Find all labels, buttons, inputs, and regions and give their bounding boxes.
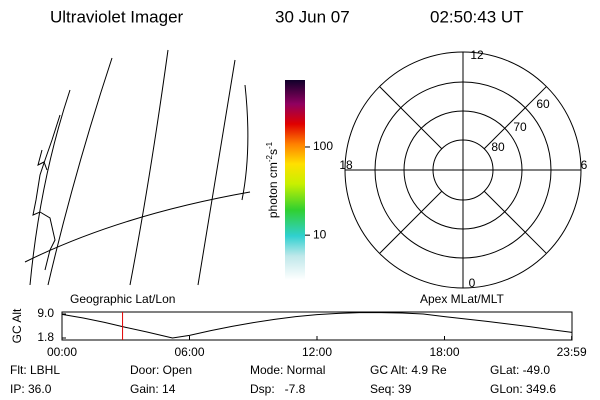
y-tick-label: 9.0 <box>37 306 54 320</box>
status-field: Mode: Normal <box>250 363 325 377</box>
map-line <box>47 57 113 286</box>
colorbar-tick-label: 100 <box>313 139 333 153</box>
map-line <box>24 191 251 263</box>
date: 30 Jun 07 <box>275 7 350 26</box>
status-field: Gain: 14 <box>130 382 176 396</box>
map-line <box>37 149 48 171</box>
lat-label: 60 <box>536 97 550 111</box>
colorbar-label: photon cm-2s-1 <box>265 141 280 218</box>
map-line <box>129 49 169 286</box>
mlt-axis <box>379 86 443 150</box>
mlt-axis <box>379 190 443 254</box>
map-line <box>29 89 71 286</box>
unit: s <box>266 149 280 155</box>
time: 02:50:43 UT <box>430 7 524 26</box>
status-field: GC Alt: 4.9 Re <box>370 363 447 377</box>
x-tick-label: 18:00 <box>429 345 459 359</box>
mlt-axis <box>483 86 547 150</box>
mlt-label: 0 <box>469 276 476 290</box>
lat-label: 70 <box>513 120 527 134</box>
unit: photon cm <box>266 162 280 218</box>
x-tick-label: 23:59 <box>557 345 587 359</box>
mlt-label: 18 <box>339 158 353 172</box>
status-field: Seq: 39 <box>370 382 412 396</box>
exp: -2 <box>265 154 274 162</box>
colorbar-tick-label: 10 <box>313 227 327 241</box>
status-field: GLat: -49.0 <box>490 363 550 377</box>
x-tick-label: 00:00 <box>47 345 77 359</box>
map-line <box>197 59 236 286</box>
status-field: IP: 36.0 <box>10 382 52 396</box>
status-field: Dsp: -7.8 <box>250 382 306 396</box>
x-tick-label: 12:00 <box>302 345 332 359</box>
status-field: GLon: 349.6 <box>490 382 556 396</box>
mlt-label: 6 <box>581 158 588 172</box>
polar-grid <box>344 51 582 289</box>
label: Geographic Lat/Lon <box>70 292 175 306</box>
altitude-curve <box>61 312 573 339</box>
y-label: GC Alt <box>10 308 24 343</box>
instrument: Ultraviolet Imager <box>50 7 184 26</box>
plot-frame <box>61 311 573 341</box>
lat-label: 80 <box>491 140 505 154</box>
status-field: Flt: LBHL <box>10 363 60 377</box>
mlt-label: 12 <box>470 48 484 62</box>
map <box>24 49 251 286</box>
label: Apex MLat/MLT <box>420 292 504 306</box>
y-tick-label: 1.8 <box>37 330 54 344</box>
status-field: Door: Open <box>130 363 192 377</box>
map-line <box>32 114 61 271</box>
map-line <box>241 84 249 201</box>
x-tick-label: 06:00 <box>174 345 204 359</box>
colorbar <box>285 80 305 280</box>
mlt-axis <box>483 190 547 254</box>
exp: -1 <box>265 141 274 149</box>
